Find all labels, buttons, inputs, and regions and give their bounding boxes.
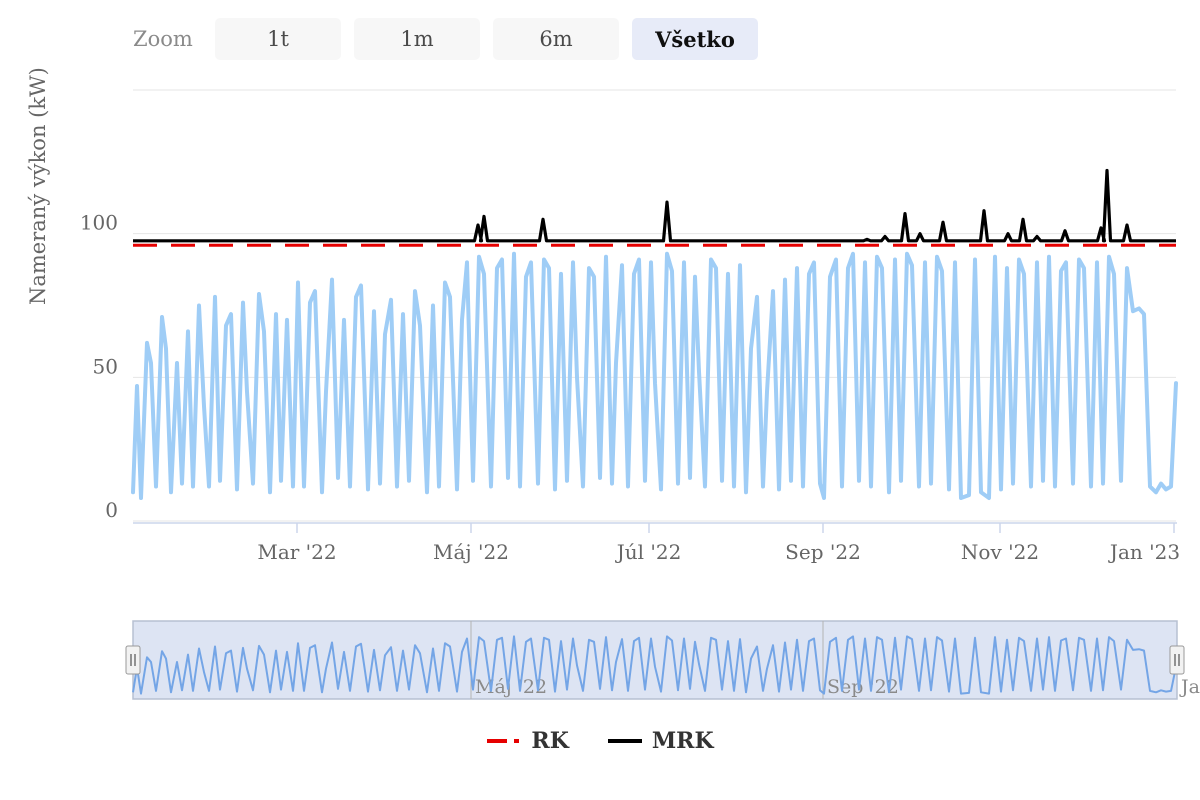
x-tick-label: Júl '22	[615, 540, 682, 564]
navigator-handle-right[interactable]	[1169, 645, 1185, 675]
range-button-všetko[interactable]: Všetko	[632, 18, 758, 60]
navigator[interactable]: Máj '22 Sep '22 Ja	[0, 600, 1200, 710]
legend-item-mrk[interactable]: MRK	[607, 728, 714, 754]
x-tick-label: Máj '22	[433, 540, 509, 564]
navigator-axis-label: Sep '22	[827, 676, 899, 698]
navigator-series	[132, 635, 1177, 695]
x-tick-label: Mar '22	[257, 540, 336, 564]
navigator-handle-left[interactable]	[125, 645, 141, 675]
x-tick-label: Sep '22	[785, 540, 861, 564]
zoom-label: Zoom	[133, 27, 193, 51]
y-tick-label-0: 0	[105, 498, 118, 522]
legend-marker-mrk	[607, 739, 642, 743]
x-tick-label: Jan '23	[1108, 540, 1180, 564]
measured-power-series	[131, 251, 1178, 500]
main-chart[interactable]: 0 50 100 Mar '22 Máj '22 Júl '22 Sep '22 Nov '2…	[0, 0, 1200, 600]
y-tick-label-50: 50	[93, 354, 118, 378]
range-button-1m[interactable]: 1m	[354, 18, 480, 60]
y-tick-label-100: 100	[80, 211, 118, 235]
x-tick-label: Nov '22	[961, 540, 1039, 564]
legend: RK MRK	[0, 728, 1200, 754]
navigator-edge-label: Ja	[1179, 676, 1200, 698]
legend-item-rk[interactable]: RK	[486, 728, 569, 754]
legend-marker-rk	[487, 739, 522, 743]
range-button-1t[interactable]: 1t	[215, 18, 341, 60]
range-button-6m[interactable]: 6m	[493, 18, 619, 60]
navigator-handle-grip[interactable]	[125, 645, 141, 675]
mrk-series-line	[133, 168, 1176, 243]
legend-label-mrk: MRK	[651, 728, 714, 754]
range-buttons-group: 1t 1m 6m Všetko	[202, 18, 758, 60]
range-selector-toolbar: Zoom 1t 1m 6m Všetko	[133, 18, 758, 60]
navigator-handle-grip[interactable]	[1169, 645, 1185, 675]
legend-label-rk: RK	[531, 728, 569, 754]
